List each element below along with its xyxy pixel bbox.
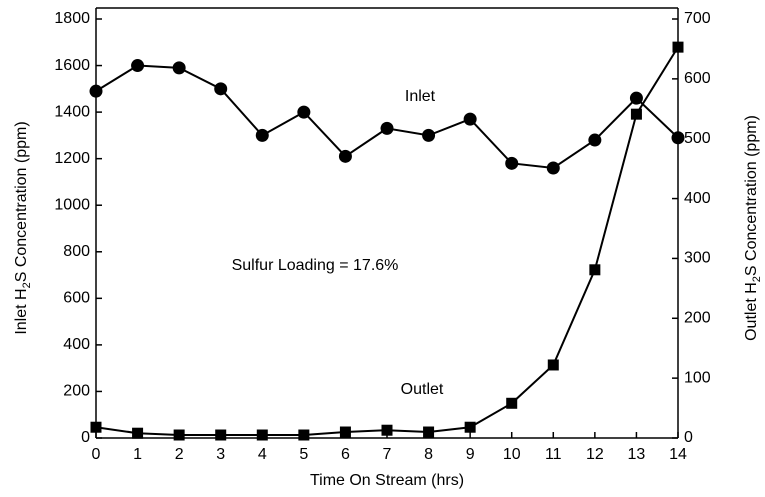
y-tick-label: 1000: [54, 196, 90, 213]
y-tick-label: 1400: [54, 103, 90, 120]
x-tick-label: 12: [586, 446, 604, 463]
marker: [630, 108, 642, 120]
marker: [380, 121, 394, 135]
y-tick-label: 400: [63, 336, 90, 353]
marker: [672, 41, 684, 53]
y2-tick-label: 200: [684, 310, 711, 327]
y-tick-label: 1200: [54, 150, 90, 167]
marker: [132, 427, 144, 439]
x-tick-label: 1: [133, 446, 142, 463]
x-tick-label: 4: [258, 446, 267, 463]
y2-axis-label: Outlet H2S Concentration (ppm): [743, 115, 763, 341]
series-line: [95, 46, 679, 437]
y-tick-label: 1800: [54, 10, 90, 27]
x-tick-label: 11: [545, 446, 562, 463]
x-tick-label: 7: [383, 446, 392, 463]
marker: [298, 429, 310, 441]
x-axis-label: Time On Stream (hrs): [310, 472, 464, 489]
series-line: [95, 64, 679, 170]
marker: [338, 149, 352, 163]
marker: [463, 112, 477, 126]
x-tick-label: 2: [175, 446, 184, 463]
x-tick-label: 14: [669, 446, 687, 463]
y2-tick-label: 0: [684, 429, 693, 446]
marker: [172, 61, 186, 75]
x-tick-label: 0: [92, 446, 101, 463]
y2-tick-label: 400: [684, 190, 711, 207]
y2-label-part: Outlet H: [743, 282, 760, 341]
y-label-part: Inlet H: [13, 288, 30, 334]
x-tick-label: 3: [216, 446, 225, 463]
marker: [339, 426, 351, 438]
marker: [464, 421, 476, 433]
marker: [215, 429, 227, 441]
marker: [297, 105, 311, 119]
y2-tick-label: 600: [684, 70, 711, 87]
marker: [671, 131, 685, 145]
annotation: Sulfur Loading = 17.6%: [232, 257, 399, 274]
x-tick-label: 10: [503, 446, 521, 463]
y-tick-label: 1600: [54, 57, 90, 74]
x-tick-label: 6: [341, 446, 350, 463]
x-tick-label: 9: [466, 446, 475, 463]
marker: [588, 133, 602, 147]
x-tick-label: 5: [299, 446, 308, 463]
marker: [90, 421, 102, 433]
x-tick-label: 13: [628, 446, 646, 463]
y-tick-label: 0: [81, 429, 90, 446]
y-axis-label: Inlet H2S Concentration (ppm): [13, 121, 33, 334]
marker: [381, 424, 393, 436]
marker: [629, 91, 643, 105]
marker: [423, 426, 435, 438]
annotation: Outlet: [401, 381, 444, 398]
marker: [131, 59, 145, 73]
y2-label-part: S Concentration (ppm): [743, 115, 760, 276]
marker: [173, 429, 185, 441]
y2-tick-label: 700: [684, 10, 711, 27]
annotation: Inlet: [405, 88, 436, 105]
y-tick-label: 800: [63, 243, 90, 260]
y-tick-label: 600: [63, 290, 90, 307]
marker: [422, 128, 436, 142]
y2-label-sub: 2: [751, 276, 763, 282]
y2-tick-label: 300: [684, 250, 711, 267]
y-label-part: S Concentration (ppm): [13, 121, 30, 282]
marker: [589, 264, 601, 276]
marker: [506, 397, 518, 409]
marker: [547, 359, 559, 371]
marker: [256, 429, 268, 441]
y2-tick-label: 500: [684, 130, 711, 147]
marker: [505, 156, 519, 170]
y2-tick-label: 100: [684, 369, 711, 386]
marker: [255, 128, 269, 142]
marker: [214, 82, 228, 96]
x-tick-label: 8: [424, 446, 433, 463]
marker: [89, 84, 103, 98]
y-label-sub: 2: [21, 282, 33, 288]
y-tick-label: 200: [63, 383, 90, 400]
marker: [546, 161, 560, 175]
